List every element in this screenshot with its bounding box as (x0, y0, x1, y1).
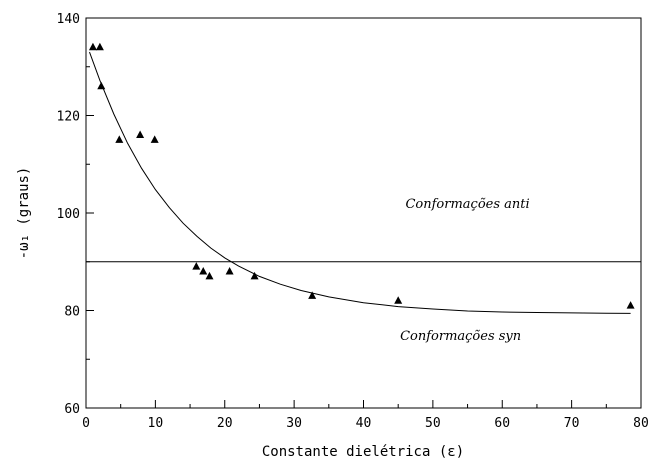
x-tick-label: 80 (633, 416, 649, 431)
data-point (626, 301, 635, 309)
ticks-layer (85, 17, 642, 409)
data-point (308, 291, 317, 299)
data-point (136, 130, 145, 138)
data-point (97, 81, 106, 90)
x-tick-label: 20 (217, 416, 233, 431)
data-point (205, 271, 214, 280)
x-tick-label: 10 (148, 416, 164, 431)
data-point (250, 271, 259, 280)
x-tick-label: 0 (82, 416, 90, 431)
plot-frame (85, 17, 642, 409)
annotation-anti: Conformações anti (405, 197, 529, 212)
y-tick-label: 80 (64, 305, 80, 320)
data-point (199, 267, 208, 275)
y-axis-title: -ω₁ (graus) (16, 167, 32, 260)
data-point (115, 135, 124, 143)
data-points (88, 42, 635, 309)
fit-curve (89, 51, 631, 314)
y-tick-label: 100 (57, 207, 80, 222)
x-tick-label: 40 (356, 416, 372, 431)
tick-labels: 0 10 20 30 40 50 60 70 80 60 80 100 120 140 (57, 12, 649, 431)
data-point (88, 42, 97, 51)
data-point (394, 296, 403, 304)
x-axis-title: Constante dielétrica (ε) (262, 444, 464, 460)
x-tick-label: 60 (494, 416, 510, 431)
data-point (192, 262, 201, 270)
data-point (95, 42, 104, 51)
x-tick-label: 30 (286, 416, 302, 431)
x-tick-label: 70 (564, 416, 580, 431)
y-tick-label: 120 (57, 110, 80, 125)
data-point (150, 135, 159, 143)
y-tick-label: 140 (57, 12, 80, 27)
annotation-syn: Conformações syn (400, 329, 521, 344)
data-point (225, 267, 234, 275)
y-tick-label: 60 (64, 402, 80, 417)
x-tick-label: 50 (425, 416, 441, 431)
